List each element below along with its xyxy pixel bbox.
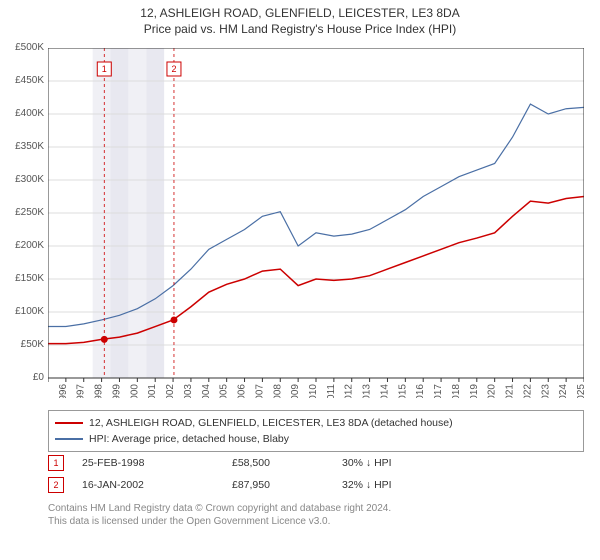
chart-title: 12, ASHLEIGH ROAD, GLENFIELD, LEICESTER,… bbox=[0, 6, 600, 20]
svg-text:2004: 2004 bbox=[201, 384, 212, 398]
event-marker-icon: 1 bbox=[48, 455, 64, 471]
y-axis-label: £250K bbox=[0, 207, 44, 218]
svg-text:2003: 2003 bbox=[183, 384, 194, 398]
svg-text:2018: 2018 bbox=[451, 384, 462, 398]
copyright-line: This data is licensed under the Open Gov… bbox=[48, 515, 584, 528]
event-row: 1 25-FEB-1998 £58,500 30% ↓ HPI bbox=[48, 452, 584, 474]
y-axis-label: £100K bbox=[0, 306, 44, 317]
y-axis-label: £0 bbox=[0, 372, 44, 383]
svg-text:2015: 2015 bbox=[397, 384, 408, 398]
svg-text:2005: 2005 bbox=[219, 384, 230, 398]
event-diff: 32% ↓ HPI bbox=[342, 479, 462, 491]
copyright-line: Contains HM Land Registry data © Crown c… bbox=[48, 502, 584, 515]
chart-container: 12, ASHLEIGH ROAD, GLENFIELD, LEICESTER,… bbox=[0, 0, 600, 560]
svg-text:1997: 1997 bbox=[76, 384, 87, 398]
svg-text:2013: 2013 bbox=[362, 384, 373, 398]
svg-text:2016: 2016 bbox=[415, 384, 426, 398]
event-row: 2 16-JAN-2002 £87,950 32% ↓ HPI bbox=[48, 474, 584, 496]
svg-text:1995: 1995 bbox=[48, 384, 51, 398]
svg-text:2009: 2009 bbox=[290, 384, 301, 398]
event-marker-icon: 2 bbox=[48, 477, 64, 493]
event-price: £58,500 bbox=[232, 457, 342, 469]
event-num: 2 bbox=[53, 480, 58, 490]
event-diff: 30% ↓ HPI bbox=[342, 457, 462, 469]
svg-text:2020: 2020 bbox=[487, 384, 498, 398]
legend-item: HPI: Average price, detached house, Blab… bbox=[55, 431, 577, 447]
svg-text:2012: 2012 bbox=[344, 384, 355, 398]
chart-svg: 1 2 1995 1996 1997 1998 1999 2000 2001 2002 2003 2… bbox=[48, 48, 584, 398]
svg-text:2: 2 bbox=[171, 64, 176, 74]
svg-text:2021: 2021 bbox=[505, 384, 516, 398]
title-block: 12, ASHLEIGH ROAD, GLENFIELD, LEICESTER,… bbox=[0, 0, 600, 36]
legend-label: HPI: Average price, detached house, Blab… bbox=[89, 431, 289, 447]
event-date: 25-FEB-1998 bbox=[82, 457, 232, 469]
events-table: 1 25-FEB-1998 £58,500 30% ↓ HPI 2 16-JAN… bbox=[48, 452, 584, 496]
event-num: 1 bbox=[53, 458, 58, 468]
svg-text:2010: 2010 bbox=[308, 384, 319, 398]
svg-text:2014: 2014 bbox=[379, 384, 390, 398]
svg-text:2001: 2001 bbox=[147, 384, 158, 398]
svg-text:2023: 2023 bbox=[540, 384, 551, 398]
svg-text:1999: 1999 bbox=[111, 384, 122, 398]
chart-subtitle: Price paid vs. HM Land Registry's House … bbox=[0, 22, 600, 36]
svg-text:2006: 2006 bbox=[237, 384, 248, 398]
svg-text:2025: 2025 bbox=[576, 384, 584, 398]
svg-text:2008: 2008 bbox=[272, 384, 283, 398]
svg-text:2022: 2022 bbox=[522, 384, 533, 398]
y-axis-label: £400K bbox=[0, 108, 44, 119]
event-date: 16-JAN-2002 bbox=[82, 479, 232, 491]
y-axis-label: £50K bbox=[0, 339, 44, 350]
svg-text:2011: 2011 bbox=[326, 384, 337, 398]
legend-label: 12, ASHLEIGH ROAD, GLENFIELD, LEICESTER,… bbox=[89, 415, 453, 431]
svg-text:2007: 2007 bbox=[254, 384, 265, 398]
y-axis-label: £200K bbox=[0, 240, 44, 251]
svg-text:1: 1 bbox=[102, 64, 107, 74]
svg-text:2000: 2000 bbox=[129, 384, 140, 398]
svg-text:2024: 2024 bbox=[558, 384, 569, 398]
copyright-block: Contains HM Land Registry data © Crown c… bbox=[48, 502, 584, 528]
y-axis-label: £350K bbox=[0, 141, 44, 152]
y-axis-label: £150K bbox=[0, 273, 44, 284]
svg-text:2002: 2002 bbox=[165, 384, 176, 398]
svg-text:1998: 1998 bbox=[94, 384, 105, 398]
legend-box: 12, ASHLEIGH ROAD, GLENFIELD, LEICESTER,… bbox=[48, 410, 584, 452]
event-price: £87,950 bbox=[232, 479, 342, 491]
legend-item: 12, ASHLEIGH ROAD, GLENFIELD, LEICESTER,… bbox=[55, 415, 577, 431]
y-axis-label: £300K bbox=[0, 174, 44, 185]
svg-text:1996: 1996 bbox=[58, 384, 69, 398]
legend-swatch bbox=[55, 422, 83, 424]
y-axis-label: £500K bbox=[0, 42, 44, 53]
y-axis-label: £450K bbox=[0, 75, 44, 86]
legend-swatch bbox=[55, 438, 83, 440]
svg-text:2017: 2017 bbox=[433, 384, 444, 398]
svg-text:2019: 2019 bbox=[469, 384, 480, 398]
